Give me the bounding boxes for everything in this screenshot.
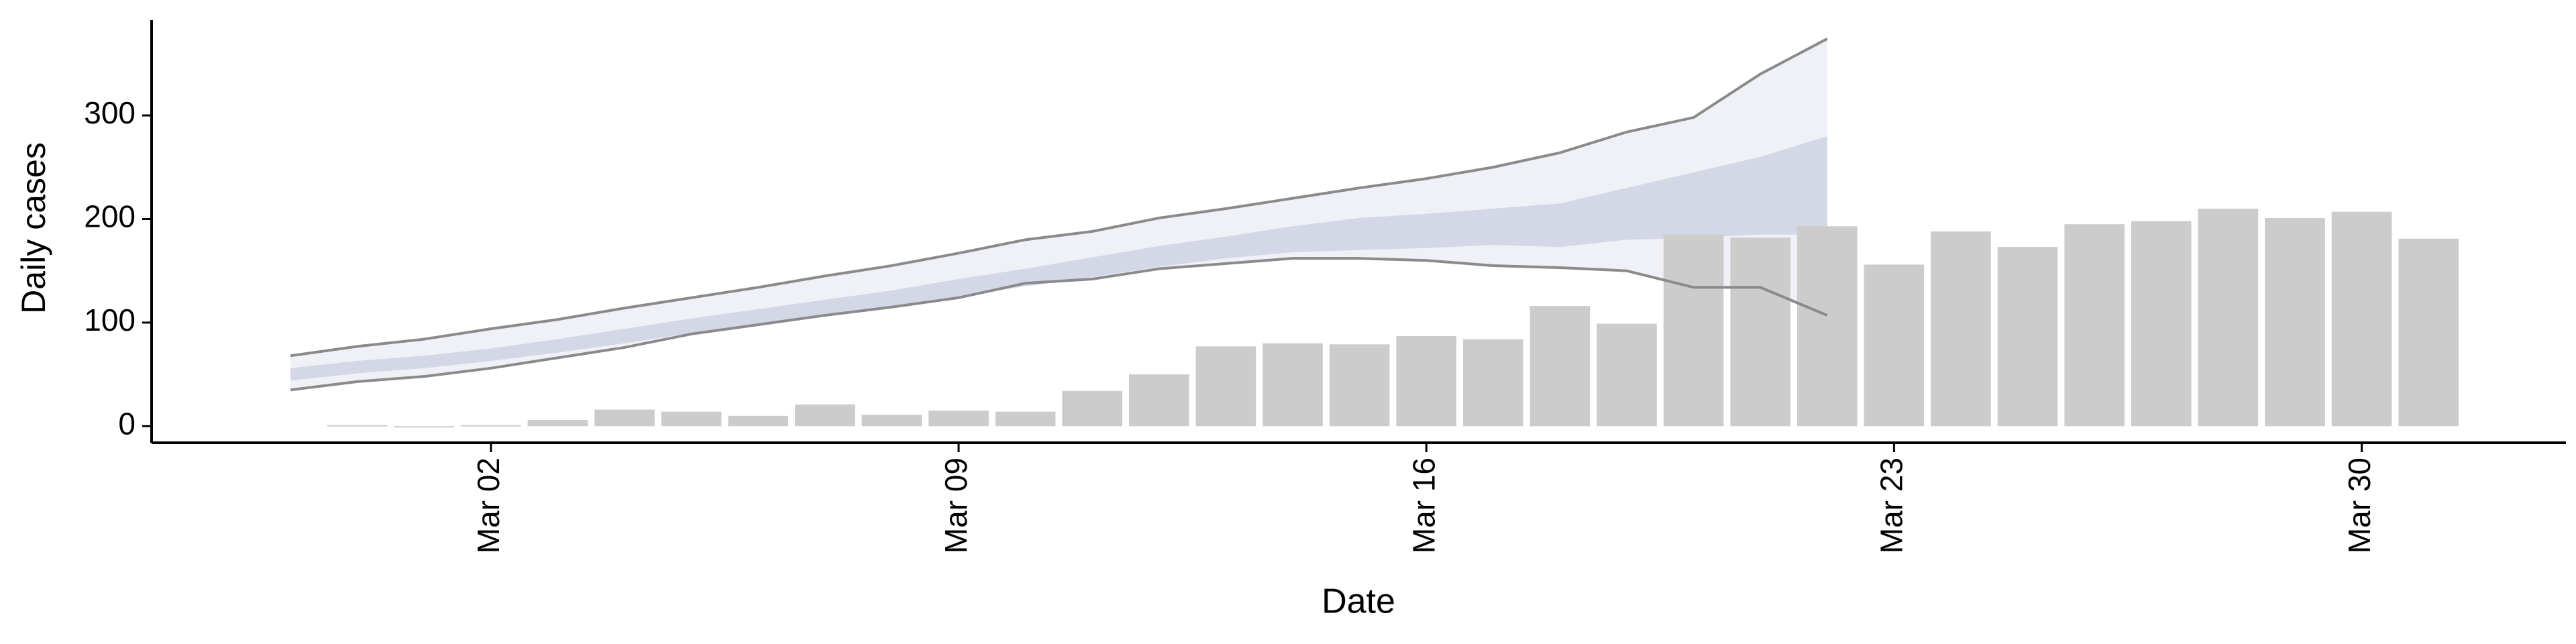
interval-line <box>290 257 1828 392</box>
bar <box>661 411 722 427</box>
bar <box>1796 226 1858 427</box>
bar <box>861 415 922 427</box>
bar <box>928 411 989 427</box>
bar <box>1462 339 1523 427</box>
bar <box>995 411 1056 427</box>
bar <box>394 426 455 428</box>
y-tick-label: 100 <box>84 303 136 337</box>
bar <box>1997 247 2058 427</box>
x-tick-label: Mar 16 <box>1406 458 1441 553</box>
x-tick-label: Mar 23 <box>1874 458 1909 553</box>
bar <box>1730 237 1791 427</box>
x-tick-label: Mar 30 <box>2342 458 2377 553</box>
inner-band <box>290 136 1827 381</box>
bar <box>327 425 388 427</box>
bar <box>460 425 521 427</box>
bar <box>1128 374 1189 427</box>
bar <box>1195 346 1256 427</box>
bar <box>1663 234 1724 427</box>
x-axis-label: Date <box>1322 582 1395 621</box>
bar <box>527 420 588 427</box>
y-axis-label: Daily cases <box>15 142 52 314</box>
bar <box>2064 224 2125 427</box>
bar <box>1931 231 1991 427</box>
bar <box>1396 335 1457 427</box>
bar <box>728 415 789 427</box>
bar <box>1864 264 1925 427</box>
bar <box>1597 323 1657 427</box>
bar <box>1329 344 1390 427</box>
bar <box>2198 209 2259 427</box>
bar <box>1263 343 1323 427</box>
bar <box>1529 306 1591 427</box>
bar <box>794 404 855 427</box>
y-tick-label: 200 <box>84 199 136 234</box>
bar <box>2131 221 2192 427</box>
bar <box>2265 217 2325 427</box>
bar <box>594 409 655 427</box>
interval-line <box>290 38 1828 358</box>
x-tick-label: Mar 02 <box>471 458 506 553</box>
outer-band <box>290 38 1827 390</box>
x-tick-label: Mar 09 <box>938 458 973 553</box>
y-tick-label: 0 <box>118 406 136 441</box>
bar <box>2398 238 2459 427</box>
bar <box>1062 390 1123 427</box>
y-tick-label: 300 <box>84 95 136 130</box>
bar <box>2331 211 2392 427</box>
